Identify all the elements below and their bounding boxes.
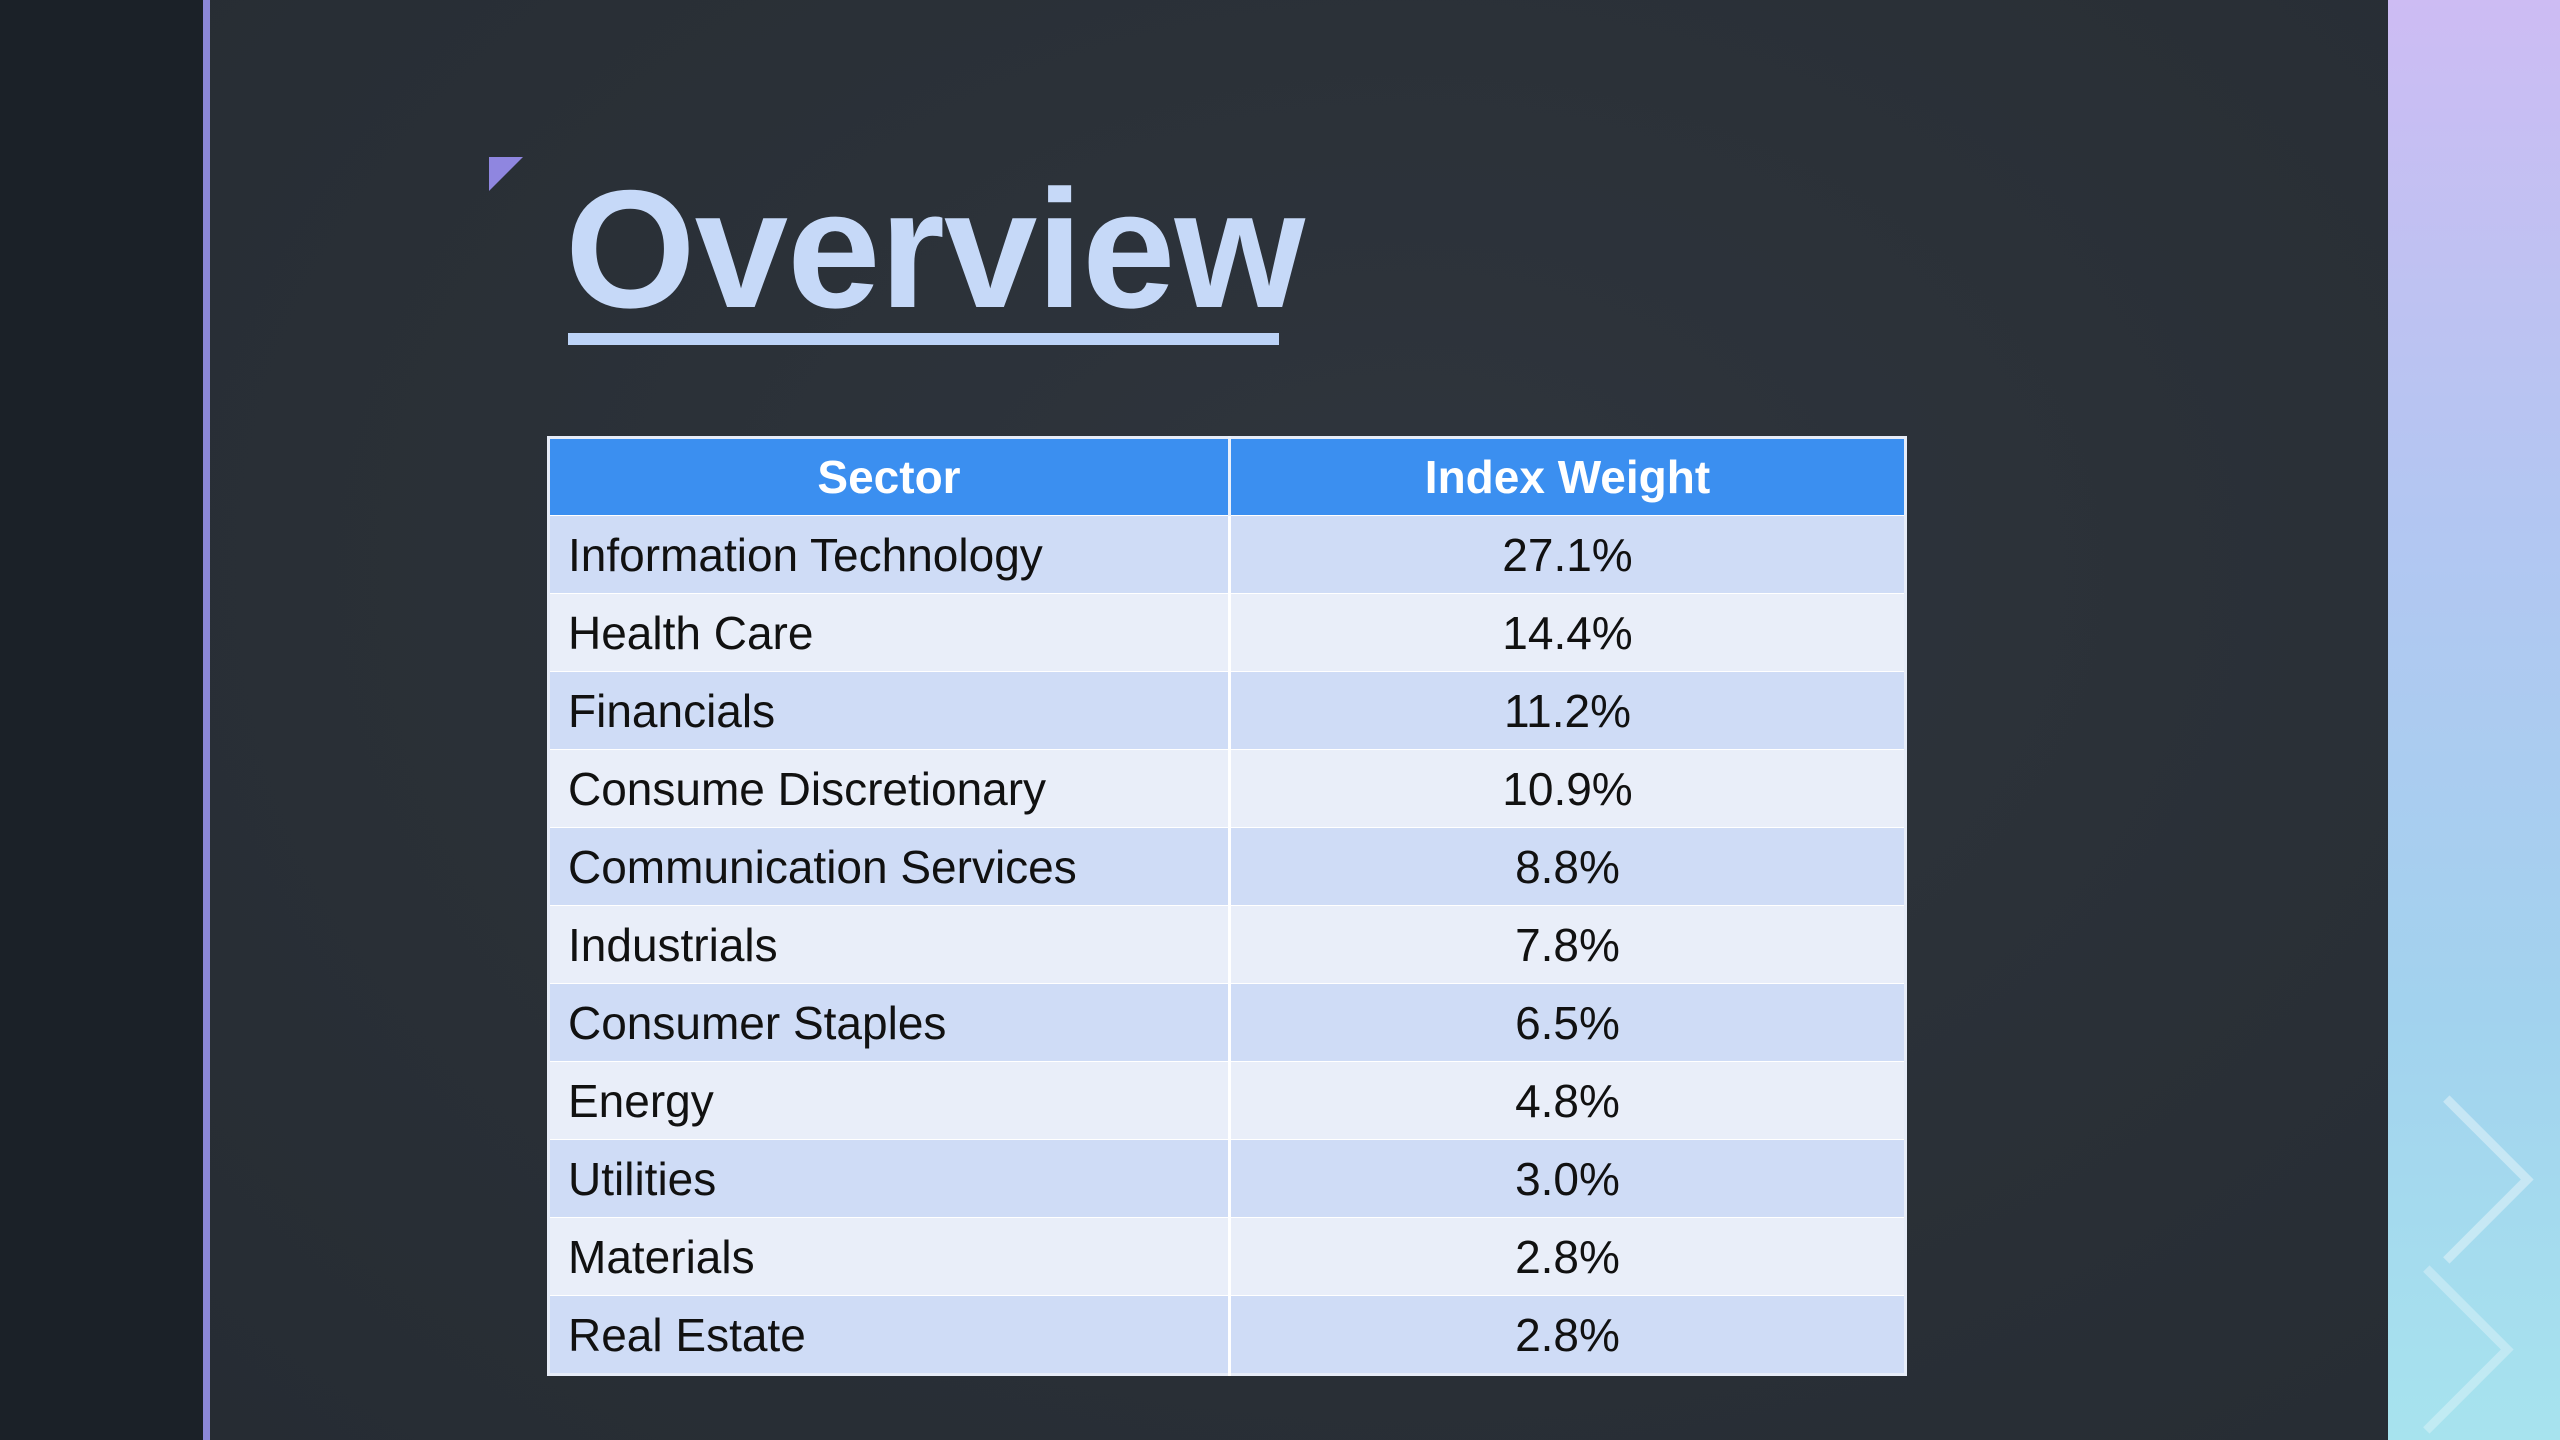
sector-cell: Industrials bbox=[548, 905, 1230, 984]
weight-cell: 27.1% bbox=[1228, 515, 1906, 594]
weight-cell: 4.8% bbox=[1228, 1061, 1906, 1140]
sector-cell: Communication Services bbox=[548, 827, 1230, 906]
weight-cell: 7.8% bbox=[1228, 905, 1906, 984]
sector-cell: Materials bbox=[548, 1217, 1230, 1296]
left-margin-panel bbox=[0, 0, 203, 1440]
sector-cell: Consume Discretionary bbox=[548, 749, 1230, 828]
sector-cell: Health Care bbox=[548, 593, 1230, 672]
table-row: Communication Services 8.8% bbox=[548, 827, 1906, 906]
table-row: Industrials 7.8% bbox=[548, 905, 1906, 984]
weight-cell: 6.5% bbox=[1228, 983, 1906, 1062]
table-row: Materials 2.8% bbox=[548, 1217, 1906, 1296]
left-accent-rule bbox=[203, 0, 210, 1440]
table-row: Health Care 14.4% bbox=[548, 593, 1906, 672]
sector-weight-table: Sector Index Weight Information Technolo… bbox=[547, 436, 1907, 1376]
weight-cell: 14.4% bbox=[1228, 593, 1906, 672]
title-underline bbox=[568, 333, 1279, 345]
table-row: Consumer Staples 6.5% bbox=[548, 983, 1906, 1062]
table-row: Energy 4.8% bbox=[548, 1061, 1906, 1140]
weight-cell: 2.8% bbox=[1228, 1217, 1906, 1296]
column-header-sector: Sector bbox=[548, 437, 1230, 516]
table-row: Utilities 3.0% bbox=[548, 1139, 1906, 1218]
table-row: Information Technology 27.1% bbox=[548, 515, 1906, 594]
table-row: Consume Discretionary 10.9% bbox=[548, 749, 1906, 828]
slide-title: Overview bbox=[565, 155, 1305, 343]
weight-cell: 10.9% bbox=[1228, 749, 1906, 828]
weight-cell: 11.2% bbox=[1228, 671, 1906, 750]
sector-cell: Utilities bbox=[548, 1139, 1230, 1218]
sector-cell: Information Technology bbox=[548, 515, 1230, 594]
table-row: Financials 11.2% bbox=[548, 671, 1906, 750]
weight-cell: 8.8% bbox=[1228, 827, 1906, 906]
weight-cell: 3.0% bbox=[1228, 1139, 1906, 1218]
weight-cell: 2.8% bbox=[1228, 1295, 1906, 1375]
sector-cell: Real Estate bbox=[548, 1295, 1230, 1375]
table-header-row: Sector Index Weight bbox=[548, 437, 1906, 516]
table-row: Real Estate 2.8% bbox=[548, 1295, 1906, 1375]
sector-cell: Financials bbox=[548, 671, 1230, 750]
corner-triangle-icon bbox=[489, 157, 523, 191]
column-header-index-weight: Index Weight bbox=[1228, 437, 1906, 516]
sector-cell: Energy bbox=[548, 1061, 1230, 1140]
sector-cell: Consumer Staples bbox=[548, 983, 1230, 1062]
right-gradient-panel bbox=[2388, 0, 2560, 1440]
